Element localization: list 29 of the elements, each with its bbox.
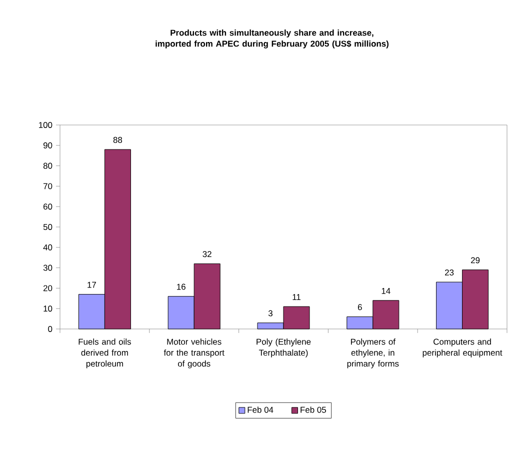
- x-tick-label: Motor vehicles for the transport of goods: [164, 338, 224, 368]
- y-tick-label: 100: [39, 122, 52, 128]
- data-label: 3: [268, 310, 272, 316]
- data-label: 88: [113, 136, 122, 143]
- x-tick-label: Polymers of ethylene, in primary forms: [347, 338, 399, 368]
- legend-label: Feb 05: [300, 406, 326, 413]
- data-label: 6: [358, 304, 362, 310]
- legend-label: Feb 04: [248, 406, 274, 413]
- x-tick-label: Fuels and oils derived from petroleum: [78, 338, 131, 368]
- x-tick-label: Computers and peripheral equipment: [422, 338, 502, 358]
- y-tick-label: 60: [44, 204, 52, 210]
- y-tick-label: 80: [43, 162, 52, 169]
- data-label: 14: [382, 288, 390, 294]
- x-tick-label: Poly (Ethylene Terphthalate): [256, 338, 311, 358]
- data-label: 11: [292, 294, 300, 300]
- y-tick-label: 0: [48, 326, 52, 332]
- y-tick-label: 10: [44, 306, 52, 312]
- chart-title: Products with simultaneously share and increase, imported from APEC during February 2005 (US$ millions): [156, 30, 388, 48]
- data-label: 32: [202, 251, 212, 258]
- data-label: 16: [177, 284, 186, 290]
- y-tick-label: 20: [43, 285, 52, 292]
- y-tick-label: 50: [43, 224, 52, 230]
- data-label: 29: [471, 257, 480, 264]
- y-tick-label: 90: [43, 142, 52, 148]
- y-tick-label: 70: [44, 183, 52, 190]
- data-label: 23: [445, 270, 454, 276]
- y-tick-label: 40: [43, 244, 52, 250]
- y-tick-label: 30: [43, 264, 52, 271]
- data-label: 17: [88, 282, 96, 288]
